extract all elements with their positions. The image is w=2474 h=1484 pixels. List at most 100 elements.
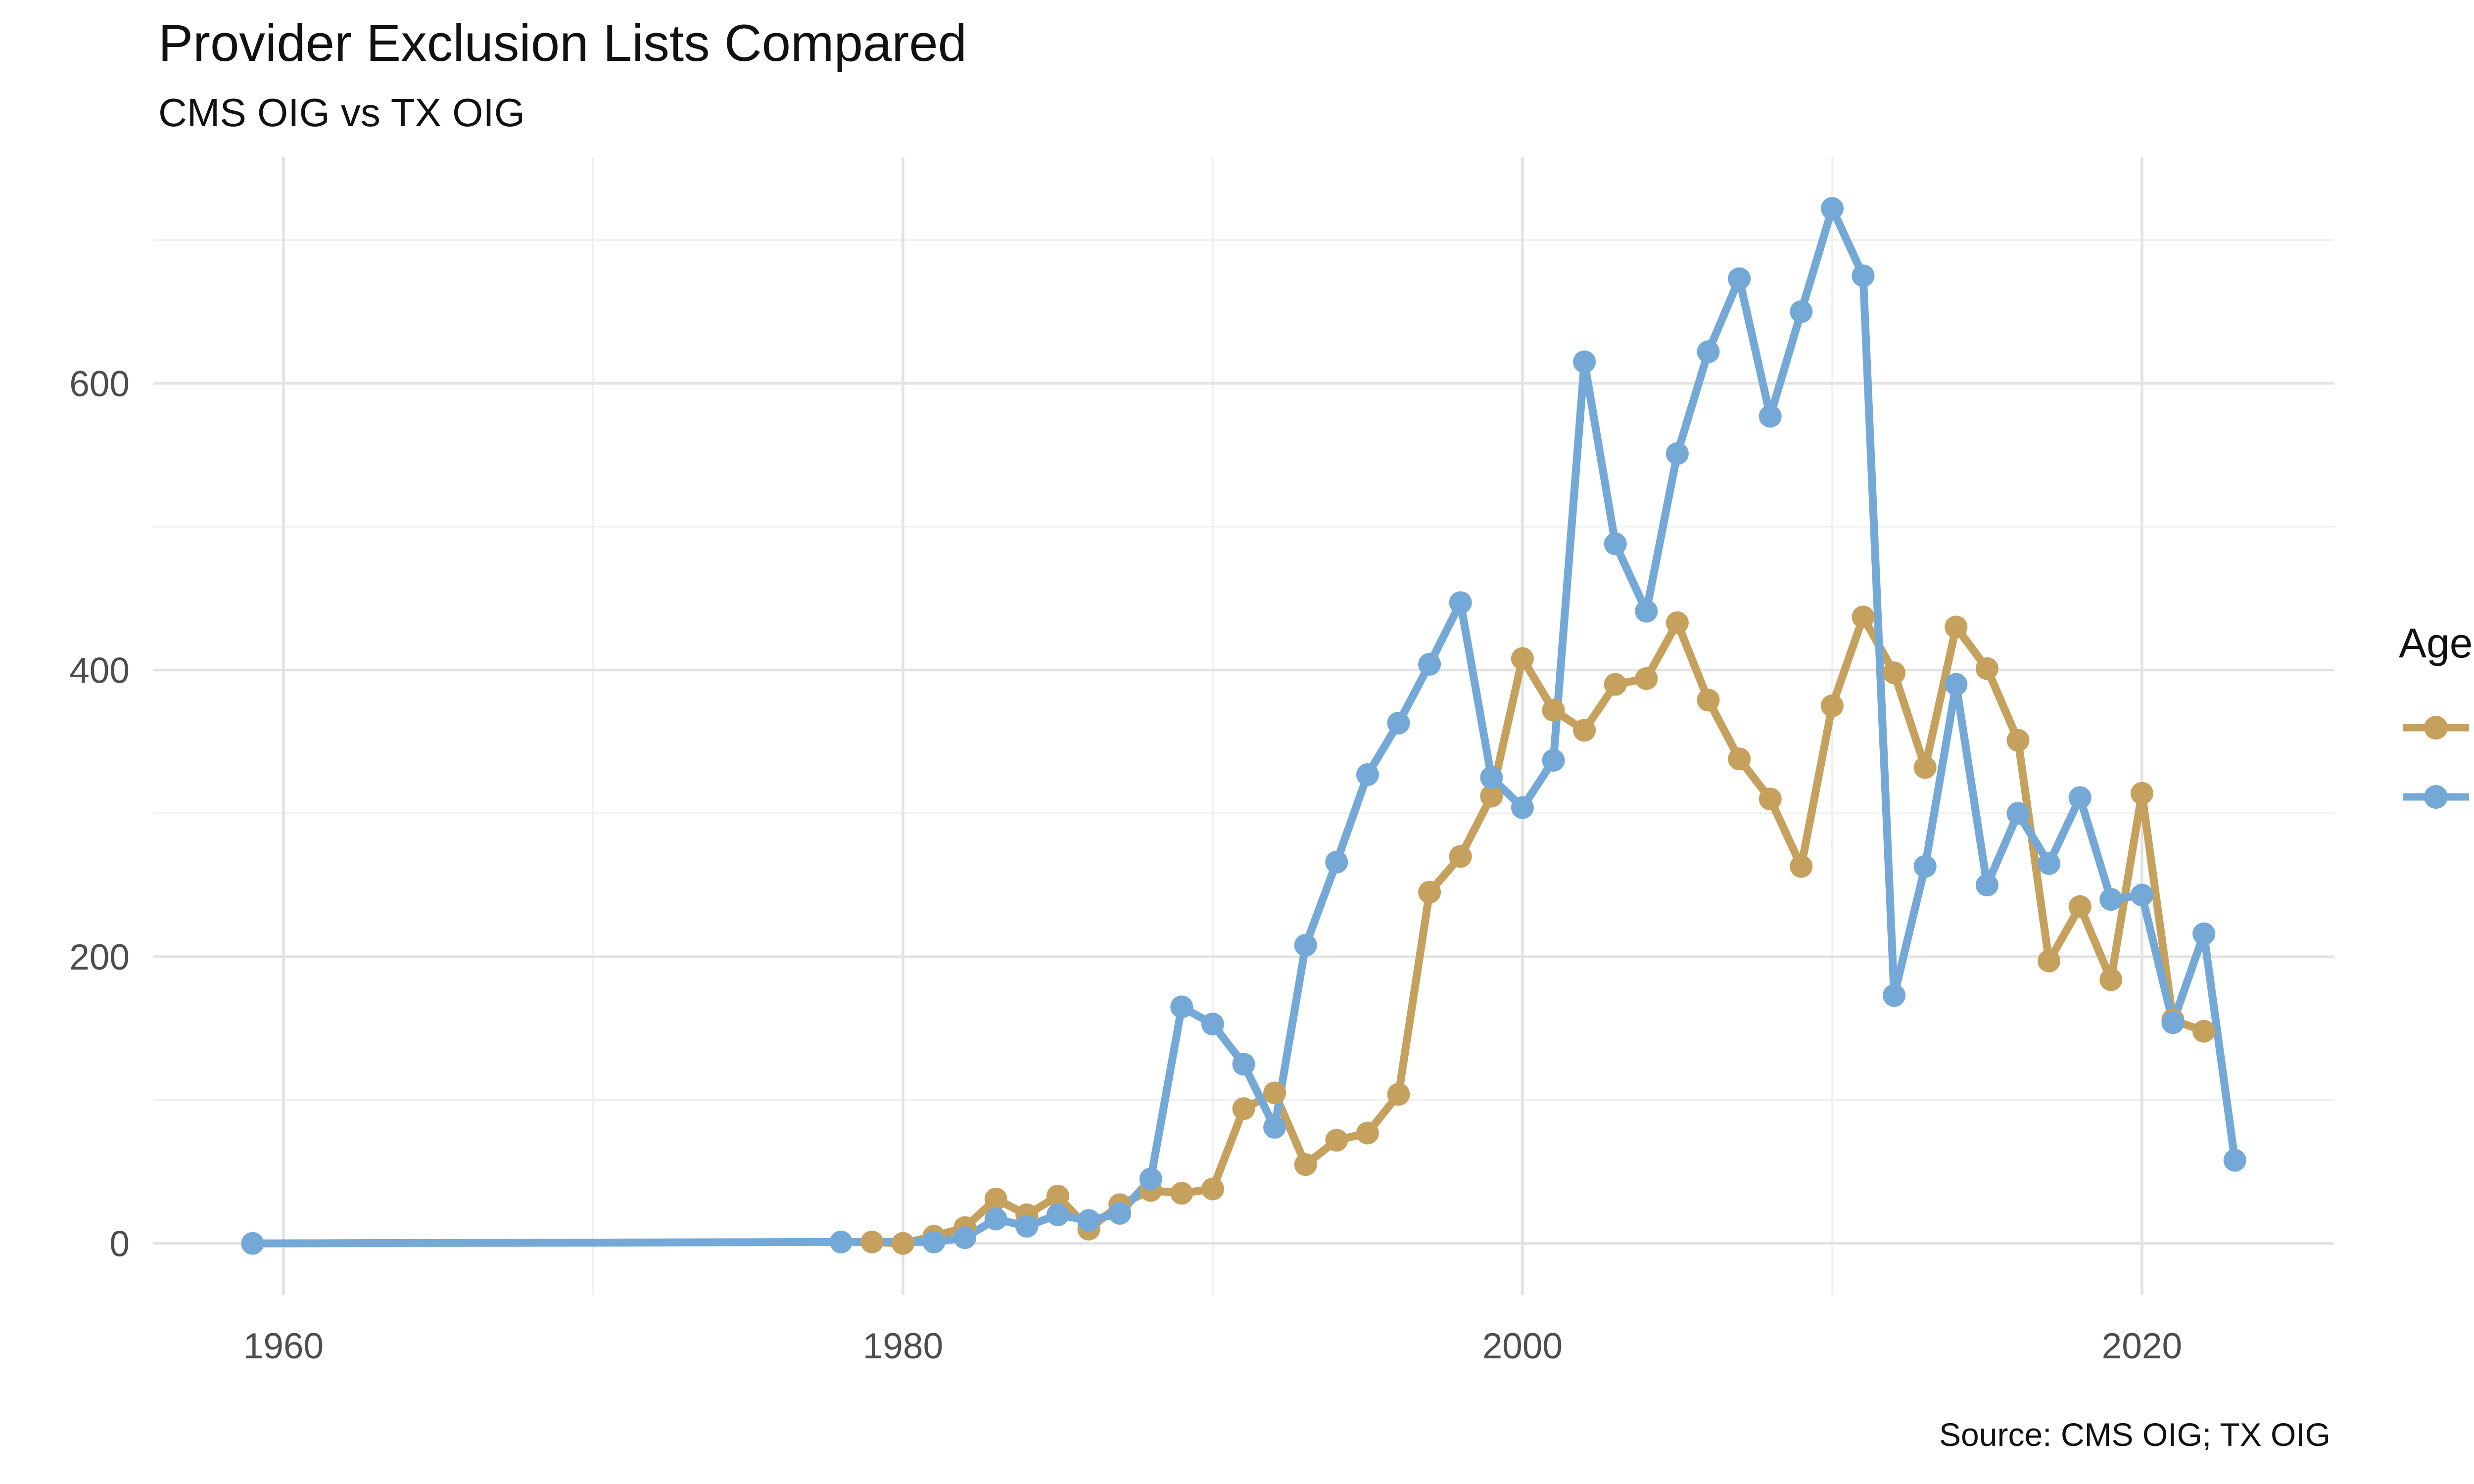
data-point-tx_oig	[1263, 1115, 1286, 1139]
data-point-cms_oig	[2006, 729, 2030, 752]
data-point-cms_oig	[1325, 1129, 1348, 1152]
data-point-cms_oig	[1728, 747, 1751, 771]
page-subtitle: CMS OIG vs TX OIG	[158, 91, 525, 135]
data-point-tx_oig	[1108, 1202, 1132, 1225]
data-point-tx_oig	[1418, 652, 1441, 676]
data-point-tx_oig	[2161, 1011, 2185, 1034]
data-point-tx_oig	[1356, 763, 1379, 787]
data-point-tx_oig	[1635, 600, 1658, 623]
data-point-cms_oig	[1945, 615, 1968, 639]
x-tick-label: 1960	[243, 1326, 324, 1366]
data-point-cms_oig	[2130, 782, 2153, 805]
data-point-cms_oig	[1511, 647, 1534, 670]
data-point-cms_oig	[2192, 1020, 2216, 1043]
data-point-tx_oig	[1728, 267, 1751, 290]
data-point-tx_oig	[1449, 591, 1472, 614]
y-tick-label: 400	[69, 650, 130, 691]
data-point-cms_oig	[860, 1230, 884, 1253]
data-point-tx_oig	[2068, 786, 2092, 809]
data-point-tx_oig	[1294, 933, 1317, 957]
data-point-tx_oig	[829, 1230, 853, 1253]
data-point-cms_oig	[1263, 1081, 1286, 1105]
data-point-cms_oig	[1697, 689, 1720, 712]
data-point-cms_oig	[1387, 1083, 1410, 1106]
data-point-cms_oig	[1665, 611, 1689, 634]
data-point-tx_oig	[241, 1232, 264, 1255]
data-point-tx_oig	[1387, 711, 1410, 735]
tx-oig-key-icon	[2403, 785, 2469, 809]
data-point-tx_oig	[2038, 852, 2061, 875]
x-tick-label: 1980	[863, 1326, 943, 1366]
y-tick-label: 0	[109, 1224, 130, 1264]
data-point-tx_oig	[1573, 350, 1596, 373]
data-point-tx_oig	[2099, 888, 2123, 911]
data-point-tx_oig	[2223, 1149, 2246, 1172]
data-point-tx_oig	[2192, 922, 2216, 945]
data-point-tx_oig	[1015, 1214, 1039, 1238]
data-point-tx_oig	[1759, 405, 1782, 428]
data-point-cms_oig	[984, 1187, 1007, 1210]
data-point-tx_oig	[1790, 300, 1813, 323]
page-title: Provider Exclusion Lists Compared	[158, 14, 967, 72]
data-point-cms_oig	[1573, 719, 1596, 742]
data-point-tx_oig	[1325, 850, 1348, 874]
data-point-cms_oig	[1480, 785, 1503, 808]
data-point-tx_oig	[2006, 802, 2030, 825]
data-point-tx_oig	[1077, 1209, 1100, 1232]
data-point-cms_oig	[1294, 1153, 1317, 1176]
data-point-cms_oig	[1449, 845, 1472, 868]
data-point-cms_oig	[2068, 895, 2092, 918]
data-point-tx_oig	[1511, 796, 1534, 819]
data-point-cms_oig	[1201, 1177, 1224, 1201]
y-tick-label: 600	[69, 364, 130, 404]
data-point-tx_oig	[1046, 1203, 1069, 1226]
legend-item-cms-oig: cms_oig	[2399, 693, 2474, 762]
data-point-cms_oig	[1418, 881, 1441, 904]
data-point-tx_oig	[953, 1226, 977, 1250]
series-line-cms_oig	[871, 613, 2205, 1248]
data-point-cms_oig	[1883, 661, 1906, 685]
data-point-tx_oig	[1945, 673, 1968, 696]
data-point-tx_oig	[1913, 855, 1937, 878]
data-point-tx_oig	[1139, 1167, 1162, 1191]
legend-item-tx-oig: tx_oig	[2399, 762, 2474, 832]
data-point-cms_oig	[1232, 1097, 1255, 1120]
data-point-cms_oig	[1542, 698, 1565, 722]
data-point-cms_oig	[2038, 949, 2061, 973]
data-point-cms_oig	[1759, 788, 1782, 811]
data-point-cms_oig	[1046, 1185, 1069, 1208]
x-tick-label: 2020	[2102, 1326, 2182, 1366]
data-point-tx_oig	[1820, 197, 1844, 220]
data-point-tx_oig	[1542, 749, 1565, 772]
data-point-cms_oig	[1356, 1121, 1379, 1145]
data-point-tx_oig	[922, 1230, 946, 1253]
source-note: Source: CMS OIG; TX OIG	[1939, 1416, 2331, 1453]
data-point-cms_oig	[891, 1232, 914, 1255]
data-point-tx_oig	[1975, 874, 1998, 897]
data-point-tx_oig	[1480, 766, 1503, 789]
data-point-cms_oig	[1820, 694, 1844, 717]
legend: Agency cms_oig tx_oig	[2399, 619, 2474, 832]
data-point-tx_oig	[1697, 340, 1720, 364]
data-point-tx_oig	[1883, 984, 1906, 1007]
data-point-cms_oig	[1635, 667, 1658, 690]
data-point-cms_oig	[2099, 968, 2123, 991]
data-point-tx_oig	[1665, 442, 1689, 465]
data-point-tx_oig	[1232, 1053, 1255, 1076]
data-point-tx_oig	[1201, 1013, 1224, 1036]
legend-title: Agency	[2399, 620, 2474, 666]
data-point-cms_oig	[1604, 673, 1627, 696]
data-point-tx_oig	[2130, 883, 2153, 907]
data-point-cms_oig	[1913, 756, 1937, 779]
data-point-tx_oig	[1852, 264, 1875, 287]
data-point-cms_oig	[1975, 657, 1998, 680]
y-tick-label: 200	[69, 937, 130, 977]
data-point-cms_oig	[1852, 605, 1875, 629]
x-tick-label: 2000	[1482, 1326, 1563, 1366]
data-point-tx_oig	[984, 1207, 1007, 1231]
data-point-cms_oig	[1790, 855, 1813, 878]
data-point-tx_oig	[1170, 995, 1193, 1019]
cms-oig-key-icon	[2403, 716, 2469, 740]
